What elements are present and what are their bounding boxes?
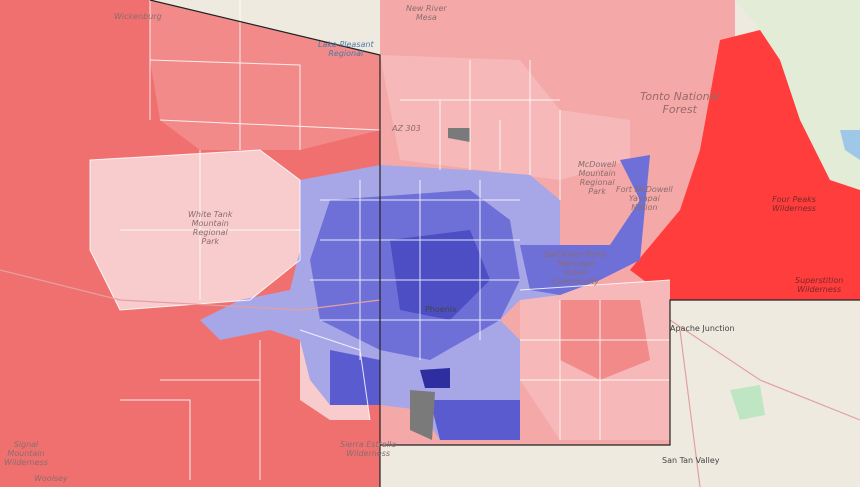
sierra-estrella-label: Sierra Estrella Wilderness [340,440,397,458]
downtown-core[interactable] [390,230,490,320]
woolsey-label: Woolsey [34,474,68,483]
white-tank-label: White Tank Mountain Regional Park [188,210,233,246]
apache-junction-label: Apache Junction [670,324,735,333]
phoenix-label: Phoenix [425,305,457,314]
park-area [730,385,765,420]
new-river-label: New River Mesa [406,4,447,22]
gray-precinct[interactable] [410,390,435,440]
salt-river-label: Salt River Pima- Maricopa Indian Communi… [544,250,608,286]
san-tan-valley-label: San Tan Valley [662,456,720,465]
fort-mcdowell-label: Fort McDowell Yavapai Nation [616,185,673,212]
superstition-label: Superstition Wilderness [795,276,844,294]
laveen-region[interactable] [330,350,380,405]
forest-area [735,0,860,190]
dark-precinct[interactable] [420,368,450,388]
lake-area [840,130,860,160]
tonto-forest-label: Tonto National Forest [640,90,720,116]
wickenburg-label: Wickenburg [114,12,162,21]
gray-precinct-north[interactable] [448,128,470,142]
northwest-region[interactable] [150,0,380,150]
az-303-label: AZ 303 [392,124,421,133]
highways [0,269,860,487]
four-peaks-label: Four Peaks Wilderness [772,195,816,213]
mcdowell-label: McDowell Mountain Regional Park [578,160,617,196]
strong-red-region[interactable] [630,30,860,300]
lake-pleasant-label: Lake Pleasant Regional [318,40,374,58]
salt-river-community[interactable] [520,155,650,295]
ahwatukee-region[interactable] [430,400,520,440]
signal-mountain-label: Signal Mountain Wilderness [4,440,48,467]
north-region[interactable] [380,55,630,180]
county-line [149,0,860,487]
